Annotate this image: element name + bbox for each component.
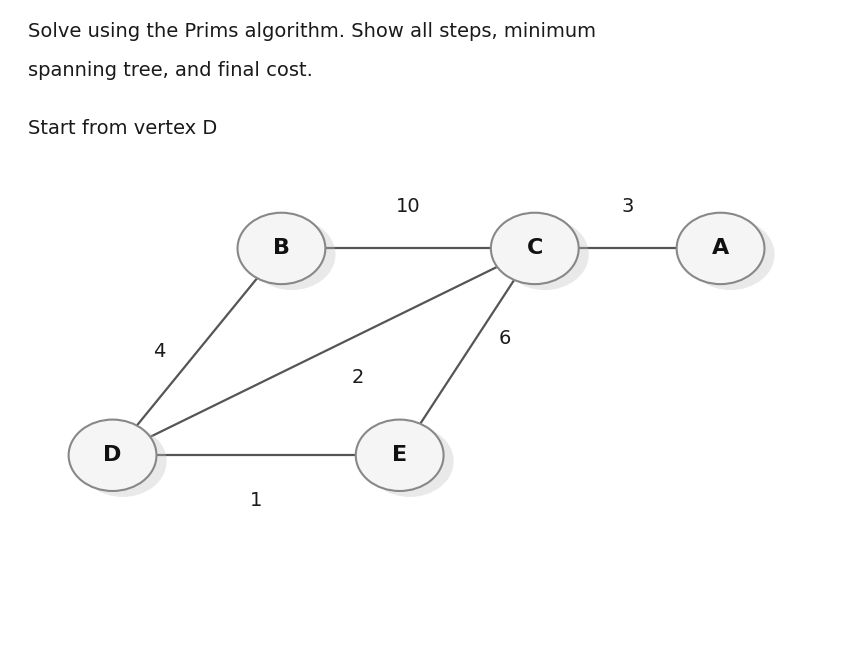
Ellipse shape (366, 426, 454, 497)
Ellipse shape (356, 420, 444, 491)
Text: 1: 1 (250, 491, 263, 510)
Ellipse shape (490, 213, 579, 284)
Ellipse shape (677, 213, 764, 284)
Text: A: A (712, 239, 729, 258)
Text: 2: 2 (351, 368, 364, 387)
Ellipse shape (501, 218, 589, 290)
Text: 3: 3 (621, 197, 634, 216)
Text: 10: 10 (396, 197, 421, 216)
Text: Solve using the Prims algorithm. Show all steps, minimum: Solve using the Prims algorithm. Show al… (28, 22, 596, 41)
Ellipse shape (237, 213, 326, 284)
Ellipse shape (247, 218, 336, 290)
Ellipse shape (79, 426, 167, 497)
Text: 6: 6 (499, 329, 512, 348)
Text: 4: 4 (153, 342, 165, 361)
Ellipse shape (687, 218, 774, 290)
Ellipse shape (69, 420, 156, 491)
Text: E: E (392, 445, 407, 466)
Text: B: B (273, 239, 290, 258)
Text: spanning tree, and final cost.: spanning tree, and final cost. (28, 61, 313, 80)
Text: C: C (527, 239, 543, 258)
Text: D: D (104, 445, 122, 466)
Text: Start from vertex D: Start from vertex D (28, 119, 218, 138)
